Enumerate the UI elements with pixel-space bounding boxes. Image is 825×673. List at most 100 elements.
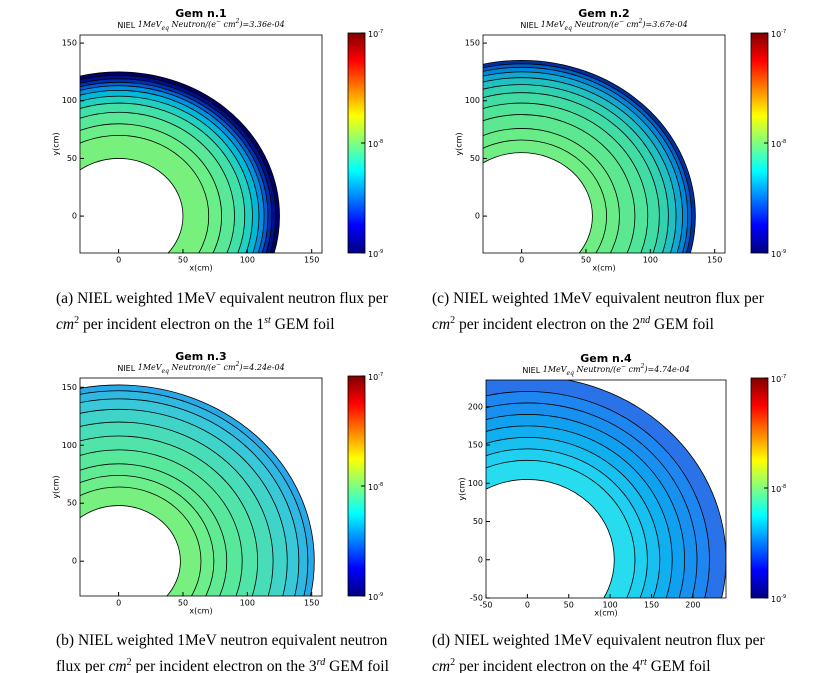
subtitle-part: eq	[567, 370, 575, 377]
label-base: 10	[771, 485, 781, 494]
label-exponent: -7	[781, 374, 786, 380]
panel: 0 50 100 150 0 50 100 150 x(cm) y(cm) Gem n.2NIEL …	[455, 7, 787, 273]
y-tick-label: 50	[470, 154, 480, 163]
subtitle-part: cm	[221, 20, 236, 29]
caption-line: cm2 per incident electron on the 4rt GEM…	[432, 652, 765, 673]
colorbar-tick-label: 10-9	[368, 592, 383, 602]
subtitle-part: )=3.36e-04	[238, 20, 284, 29]
caption-text: st	[264, 315, 271, 326]
colorbar-tick-label: 10-7	[368, 29, 383, 39]
y-tick-label: 100	[62, 441, 77, 450]
caption-text: (d) NIEL weighted 1MeV equivalent neutro…	[432, 632, 765, 649]
colorbar-tick-label: 10-7	[771, 29, 786, 39]
panel: -50 0 50 100 150 200 -50 0 50 100 150 200 x(cm) y(cm)…	[458, 352, 787, 618]
y-tick-label: 50	[67, 499, 77, 508]
x-axis-label: x(cm)	[189, 607, 212, 616]
caption-text: GEM foil	[270, 316, 335, 334]
subtitle-part: )=4.74e-04	[643, 365, 689, 374]
y-tick-label: 100	[465, 96, 480, 105]
caption-text: cm	[432, 658, 451, 673]
caption-text: cm	[56, 316, 75, 334]
caption-text: cm	[432, 316, 451, 334]
label-base: 10	[368, 373, 378, 382]
subtitle-part: eq	[162, 25, 170, 32]
label-base: 10	[771, 595, 781, 604]
x-tick-label: 150	[644, 601, 659, 610]
y-tick-label: 150	[62, 39, 77, 48]
inner-hole	[483, 152, 593, 253]
panel-subtitle: NIEL 1MeVeq Neutron/(e− cm2)=3.36e-04	[117, 18, 284, 32]
label-exponent: -9	[781, 249, 786, 255]
y-axis-label: y(cm)	[52, 475, 61, 498]
label-base: 10	[771, 140, 781, 149]
caption-text: per incident electron on the 4	[455, 658, 641, 673]
inner-hole	[80, 505, 181, 596]
label-exponent: -8	[781, 484, 786, 490]
label-base: 10	[368, 30, 378, 39]
y-tick-label: 200	[468, 402, 483, 411]
label-exponent: -8	[378, 482, 383, 488]
x-tick-label: 150	[707, 256, 722, 265]
label-base: 10	[771, 250, 781, 259]
x-tick-label: 50	[564, 601, 574, 610]
caption-text: per incident electron on the 1	[79, 316, 265, 334]
subtitle-part: cm	[626, 365, 641, 374]
x-tick-label: 50	[581, 256, 591, 265]
caption-line: cm2 per incident electron on the 1st GEM…	[56, 310, 388, 336]
y-axis-label: y(cm)	[52, 132, 61, 155]
x-tick-label: 50	[178, 599, 188, 608]
caption-line: cm2 per incident electron on the 2nd GEM…	[432, 310, 764, 336]
x-tick-label: 0	[116, 256, 121, 265]
subtitle-part: −	[216, 361, 221, 368]
subtitle-part: 2	[235, 361, 240, 368]
subtitle-part: Neutron/(e	[574, 365, 621, 374]
colorbar-tick-label: 10-8	[771, 139, 786, 149]
plot-area	[80, 384, 315, 596]
subtitle-part: eq	[565, 25, 573, 32]
label-base: 10	[771, 375, 781, 384]
panel: 0 50 100 150 0 50 100 150 x(cm) y(cm) Gem n.1NIEL …	[52, 7, 384, 273]
subtitle-part: 2	[235, 18, 240, 25]
x-tick-label: 100	[240, 256, 255, 265]
y-tick-label: 50	[473, 517, 483, 526]
panel-title: Gem n.4	[580, 352, 632, 365]
x-tick-label: 50	[178, 256, 188, 265]
x-tick-label: 200	[685, 601, 700, 610]
caption-line: (b) NIEL weighted 1MeV neutron equivalen…	[56, 630, 389, 652]
subtitle-part: Neutron/(e	[169, 20, 216, 29]
caption-text: flux per	[56, 658, 109, 673]
subtitle-part: 2	[638, 18, 643, 25]
subtitle-part: cm	[624, 20, 639, 29]
y-tick-label: 0	[475, 212, 480, 221]
caption-line: flux per cm2 per incident electron on th…	[56, 652, 389, 673]
caption: (d) NIEL weighted 1MeV equivalent neutro…	[432, 630, 765, 673]
y-axis-label: y(cm)	[458, 477, 467, 500]
colorbar-tick-label: 10-7	[368, 372, 383, 382]
x-tick-label: 150	[304, 599, 319, 608]
plot-area	[483, 60, 696, 253]
label-base: 10	[368, 483, 378, 492]
x-tick-label: -50	[479, 601, 492, 610]
caption-text: per incident electron on the 2	[455, 316, 641, 334]
axes-frame	[485, 379, 727, 599]
label-exponent: -7	[378, 29, 383, 35]
axes-frame	[79, 377, 323, 597]
label-base: 10	[368, 593, 378, 602]
colorbar-tick-label: 10-8	[771, 484, 786, 494]
subtitle-part: 1MeV	[541, 20, 566, 29]
caption: (a) NIEL weighted 1MeV equivalent neutro…	[56, 288, 388, 336]
x-axis-label: x(cm)	[594, 609, 617, 618]
caption: (b) NIEL weighted 1MeV neutron equivalen…	[56, 630, 389, 673]
panel-subtitle: NIEL 1MeVeq Neutron/(e− cm2)=3.67e-04	[520, 18, 687, 32]
label-exponent: -9	[781, 594, 786, 600]
x-tick-label: 100	[240, 599, 255, 608]
panel-title: Gem n.2	[578, 7, 629, 20]
colorbar-tick-label: 10-9	[771, 594, 786, 604]
y-axis-label: y(cm)	[455, 132, 464, 155]
colorbar-tick-label: 10-9	[771, 249, 786, 259]
label-exponent: -9	[378, 592, 383, 598]
y-tick-label: 0	[478, 555, 483, 564]
panel: 0 50 100 150 0 50 100 150 x(cm) y(cm) Gem n.3NIEL …	[52, 350, 384, 616]
caption-line: (d) NIEL weighted 1MeV equivalent neutro…	[432, 630, 765, 652]
subtitle-part: −	[621, 363, 626, 370]
